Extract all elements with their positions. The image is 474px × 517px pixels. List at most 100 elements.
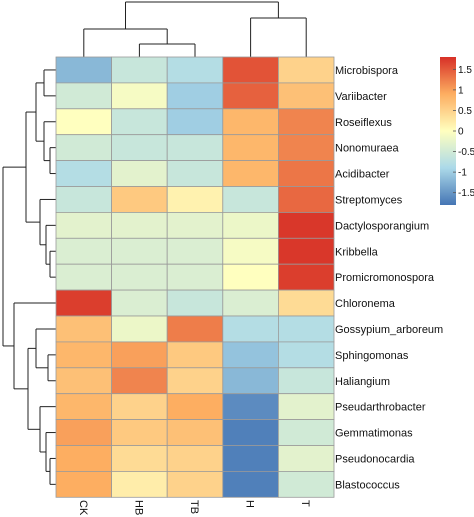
legend-tick-label: -1 (458, 168, 467, 179)
heatmap-cell (222, 341, 279, 369)
legend-tick-label: 1 (458, 85, 464, 96)
color-legend: 1.5 1 0.5 0 -0.5 -1 -1.5 (440, 57, 474, 205)
row-label: Microbispora (335, 65, 399, 77)
heatmap-cell (166, 470, 224, 498)
heatmap-cell (111, 419, 168, 446)
heatmap-cell (222, 263, 279, 291)
heatmap-cell (222, 237, 279, 265)
heatmap-cell (222, 367, 279, 395)
legend-tick-label: -1.5 (458, 188, 474, 199)
row-label: Blastococcus (335, 479, 400, 491)
heatmap-cell (55, 393, 112, 421)
heatmap-cell (277, 237, 335, 265)
heatmap-cell (55, 82, 112, 110)
heatmap-cell (111, 393, 168, 421)
row-label: Kribbella (335, 246, 379, 258)
heatmap-cell (222, 108, 279, 136)
heatmap-cell (55, 419, 112, 446)
heatmap-cell (166, 289, 224, 317)
heatmap-cell (166, 237, 224, 265)
heatmap-cell (277, 341, 335, 369)
heatmap-cell (111, 134, 168, 161)
row-labels: Microbispora Variibacter Roseiflexus Nonomu… (335, 65, 443, 491)
row-label: Sphingomonas (335, 350, 409, 362)
heatmap-cell (277, 289, 335, 317)
heatmap-cell (277, 419, 335, 446)
row-label: Roseiflexus (335, 117, 392, 129)
heatmap-cell (222, 419, 279, 446)
heatmap-cell (222, 160, 279, 187)
heatmap-cell (55, 470, 112, 498)
legend-tick-label: 1.5 (458, 65, 472, 76)
heatmap-cell (111, 445, 168, 472)
heatmap-cell (55, 341, 112, 369)
heatmap-cell (222, 82, 279, 110)
heatmap-cell (222, 393, 279, 421)
heatmap-cell (55, 134, 112, 161)
heatmap-cell (277, 445, 335, 472)
column-label: TB (188, 500, 200, 514)
heatmap-cell (222, 470, 279, 498)
heatmap-cell (222, 445, 279, 472)
heatmap-cell (277, 263, 335, 291)
row-label: Acidibacter (335, 169, 390, 181)
heatmap-cell (166, 367, 224, 395)
heatmap-cell (277, 211, 335, 239)
heatmap-cell (55, 315, 112, 343)
heatmap-cell (277, 134, 335, 161)
heatmap-cell (55, 211, 112, 239)
heatmap-cell (55, 263, 112, 291)
heatmap-cell (277, 315, 335, 343)
heatmap-cell (166, 263, 224, 291)
column-dendrogram (83, 1, 307, 57)
heatmap-cell (55, 289, 112, 317)
heatmap-cell (111, 160, 168, 187)
column-label: CK (77, 500, 89, 516)
column-label: H (244, 500, 256, 508)
row-label: Variibacter (335, 91, 387, 103)
heatmap-cell (166, 56, 224, 84)
heatmap-cell (111, 186, 168, 213)
heatmap-cell (222, 56, 279, 84)
heatmap-cells (55, 56, 335, 498)
heatmap-cell (111, 470, 168, 498)
heatmap-cell (111, 289, 168, 317)
heatmap-cell (166, 445, 224, 472)
legend-colorbar (440, 57, 456, 205)
heatmap-cell (111, 108, 168, 136)
heatmap-cell (111, 237, 168, 265)
heatmap-cell (222, 211, 279, 239)
row-dendrogram (2, 69, 56, 485)
heatmap-cell (55, 108, 112, 136)
heatmap-cell (166, 315, 224, 343)
heatmap-cell (277, 393, 335, 421)
heatmap-cell (277, 108, 335, 136)
legend-ticks: 1.5 1 0.5 0 -0.5 -1 -1.5 (453, 65, 474, 199)
heatmap-cell (55, 186, 112, 213)
heatmap-cell (277, 160, 335, 187)
column-label: HB (132, 500, 144, 515)
legend-tick-label: 0.5 (458, 106, 472, 117)
row-label: Pseudarthrobacter (335, 402, 426, 414)
heatmap-cell (166, 393, 224, 421)
heatmap-cell (55, 445, 112, 472)
heatmap-cell (166, 82, 224, 110)
heatmap-cell (222, 186, 279, 213)
heatmap-cell (55, 367, 112, 395)
row-label: Nonomuraea (335, 143, 399, 155)
row-label: Streptomyces (335, 194, 403, 206)
row-label: Chloronema (335, 298, 396, 310)
heatmap-cell (111, 56, 168, 84)
heatmap-cell (55, 160, 112, 187)
heatmap-cell (222, 134, 279, 161)
heatmap-cell (111, 263, 168, 291)
heatmap-cell (277, 82, 335, 110)
heatmap-cell (55, 56, 112, 84)
heatmap-cell (111, 211, 168, 239)
heatmap-cell (277, 367, 335, 395)
legend-tick-label: 0 (458, 127, 464, 138)
heatmap-cell (166, 211, 224, 239)
row-label: Promicromonospora (335, 272, 435, 284)
row-label: Haliangium (335, 376, 390, 388)
